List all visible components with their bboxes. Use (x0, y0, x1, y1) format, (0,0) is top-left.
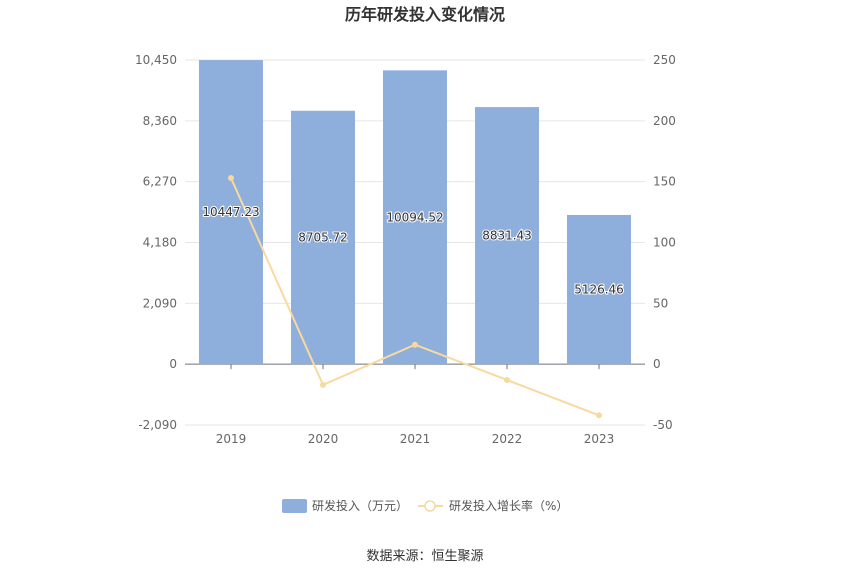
y-left-tick-label: 2,090 (143, 296, 177, 310)
bar-value-label: 5126.46 (574, 283, 624, 297)
source-note: 数据来源：恒生聚源 (366, 549, 483, 564)
bar (567, 214, 631, 365)
y-right-tick-label: 150 (653, 175, 676, 189)
y-left-tick-label: 8,360 (143, 114, 177, 128)
legend-line-marker (424, 500, 436, 512)
y-right-tick-label: 100 (653, 236, 676, 250)
bar-series (199, 60, 631, 365)
data-labels: 10447.23 8705.72 10094.52 8831.43 5126.46 (201, 204, 624, 297)
legend-bar-swatch (282, 499, 307, 513)
x-tick-label: 2021 (400, 432, 431, 446)
y-left-tick-label: 4,180 (143, 236, 177, 250)
legend[interactable]: 研发投入（万元） 研发投入增长率（%） (282, 498, 568, 513)
y-right-tick-label: 250 (653, 53, 676, 67)
growth-rate-point (412, 341, 418, 348)
y-left-tick-label: 0 (169, 357, 177, 371)
growth-rate-point (504, 376, 510, 383)
y-left-tick-label: 10,450 (135, 53, 177, 67)
axes: -2,090 0 2,090 4,180 6,270 8,360 10,450 -50 0 50 1… (135, 53, 676, 446)
y-left-tick-label: -2,090 (138, 418, 177, 432)
bar-value-label: 8705.72 (298, 230, 348, 244)
bar-value-label: 10447.23 (202, 205, 259, 219)
y-right-tick-label: 50 (653, 296, 668, 310)
line-series (228, 175, 602, 419)
x-tick-label: 2020 (308, 432, 339, 446)
bar (383, 70, 447, 365)
bar (199, 60, 263, 365)
x-tick-label: 2019 (216, 432, 247, 446)
y-left-tick-label: 6,270 (143, 175, 177, 189)
y-right-tick-label: 0 (653, 357, 661, 371)
growth-rate-point (596, 412, 602, 419)
growth-rate-point (228, 175, 234, 182)
y-right-tick-label: -50 (653, 418, 673, 432)
chart-title: 历年研发投入变化情况 (345, 5, 505, 24)
x-tick-label: 2022 (492, 432, 523, 446)
bar (475, 107, 539, 365)
bar-value-label: 10094.52 (386, 210, 443, 224)
legend-line-label: 研发投入增长率（%） (449, 498, 568, 513)
x-tick-label: 2023 (584, 432, 615, 446)
growth-rate-point (320, 381, 326, 388)
bar (291, 110, 355, 365)
legend-bar-label: 研发投入（万元） (312, 498, 408, 513)
y-right-tick-label: 200 (653, 114, 676, 128)
bar-value-label: 8831.43 (482, 229, 532, 243)
